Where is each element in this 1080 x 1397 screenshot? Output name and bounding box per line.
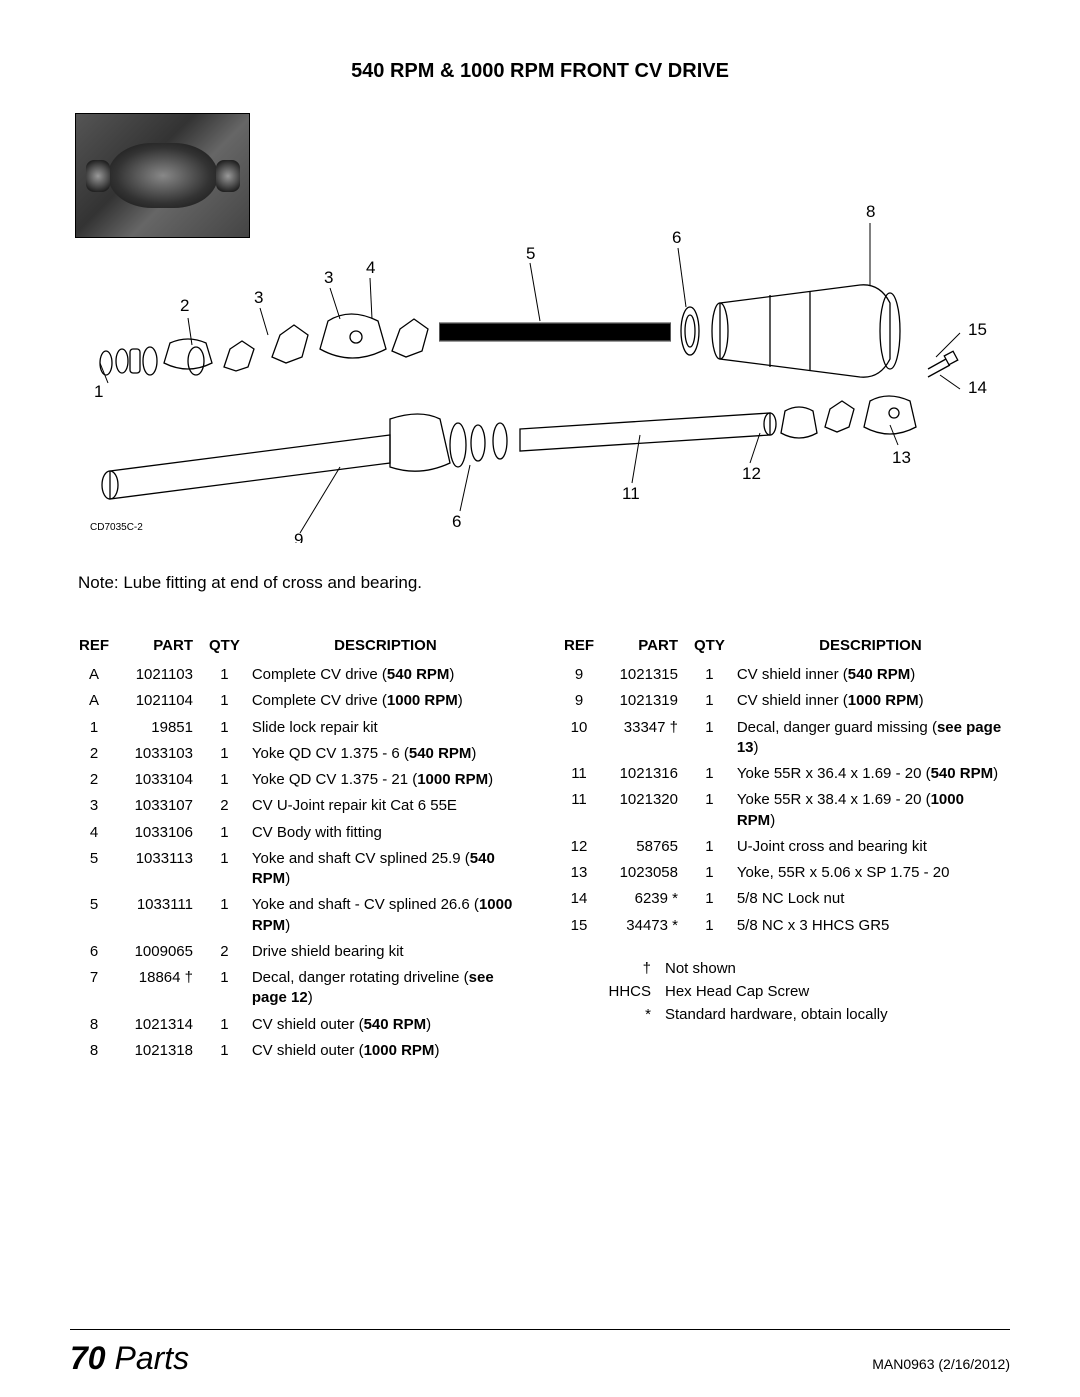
table-row: 510331111Yoke and shaft - CV splined 26.… [70, 892, 525, 939]
hdr-part: PART [118, 633, 203, 662]
hdr-qty-r: QTY [688, 633, 731, 662]
legend: †Not shownHHCSHex Head Cap Screw*Standar… [555, 957, 1010, 1026]
table-row: 310331072CV U-Joint repair kit Cat 6 55E [70, 793, 525, 819]
exploded-diagram: 1 2 3 3 4 5 6 6 8 9 11 12 13 14 15 CD703… [70, 113, 1010, 543]
table-row: A10211041Complete CV drive (1000 RPM) [70, 688, 525, 714]
table-row: 1110213201Yoke 55R x 38.4 x 1.69 - 20 (1… [555, 787, 1010, 834]
table-row: 910213191CV shield inner (1000 RPM) [555, 688, 1010, 714]
legend-row: HHCSHex Head Cap Screw [555, 980, 1010, 1003]
callout-3a: 3 [254, 288, 263, 307]
parts-table-left: REF PART QTY DESCRIPTION A10211031Comple… [70, 633, 525, 1064]
diagram-svg: 1 2 3 3 4 5 6 6 8 9 11 12 13 14 15 [70, 113, 1010, 543]
page: 540 RPM & 1000 RPM FRONT CV DRIVE [0, 0, 1080, 1397]
callout-15: 15 [968, 320, 987, 339]
table-row: 810213141CV shield outer (540 RPM) [70, 1012, 525, 1038]
page-number: 70 [70, 1340, 106, 1376]
section-name: Parts [114, 1340, 189, 1376]
callout-12: 12 [742, 464, 761, 483]
note-text: Note: Lube fitting at end of cross and b… [78, 573, 1010, 593]
hdr-qty: QTY [203, 633, 246, 662]
table-row: 146239 *15/8 NC Lock nut [555, 886, 1010, 912]
table-row: 810213181CV shield outer (1000 RPM) [70, 1038, 525, 1064]
callout-11: 11 [622, 484, 640, 503]
hdr-desc: DESCRIPTION [246, 633, 525, 662]
callout-5: 5 [526, 244, 535, 263]
footer-doc-id: MAN0963 (2/16/2012) [872, 1356, 1010, 1372]
footer-left: 70 Parts [70, 1340, 189, 1377]
table-row: 610090652Drive shield bearing kit [70, 939, 525, 965]
parts-table-right: REF PART QTY DESCRIPTION 910213151CV shi… [555, 633, 1010, 1064]
page-title: 540 RPM & 1000 RPM FRONT CV DRIVE [70, 60, 1010, 83]
table-row: 1198511Slide lock repair kit [70, 715, 525, 741]
callout-9: 9 [294, 530, 303, 543]
callout-6a: 6 [672, 228, 681, 247]
parts-tables: REF PART QTY DESCRIPTION A10211031Comple… [70, 633, 1010, 1064]
table-row: 1310230581Yoke, 55R x 5.06 x SP 1.75 - 2… [555, 860, 1010, 886]
table-row: 410331061CV Body with fitting [70, 820, 525, 846]
legend-row: *Standard hardware, obtain locally [555, 1003, 1010, 1026]
table-row: A10211031Complete CV drive (540 RPM) [70, 662, 525, 688]
page-footer: 70 Parts MAN0963 (2/16/2012) [70, 1329, 1010, 1377]
callout-2: 2 [180, 296, 189, 315]
table-row: 510331131Yoke and shaft CV splined 25.9 … [70, 846, 525, 893]
table-row: 1110213161Yoke 55R x 36.4 x 1.69 - 20 (5… [555, 761, 1010, 787]
diagram-code: CD7035C-2 [90, 522, 143, 533]
hdr-ref: REF [70, 633, 118, 662]
callout-13: 13 [892, 448, 911, 467]
table-row: 210331041Yoke QD CV 1.375 - 21 (1000 RPM… [70, 767, 525, 793]
legend-row: †Not shown [555, 957, 1010, 980]
callout-1: 1 [94, 382, 103, 401]
table-row: 1033347 †1Decal, danger guard missing (s… [555, 715, 1010, 762]
hdr-part-r: PART [603, 633, 688, 662]
callout-6b: 6 [452, 512, 461, 531]
callout-14: 14 [968, 378, 987, 397]
callout-8: 8 [866, 202, 875, 221]
table-row: 12587651U-Joint cross and bearing kit [555, 834, 1010, 860]
footer-rule [70, 1329, 1010, 1330]
table-row: 718864 †1Decal, danger rotating drivelin… [70, 965, 525, 1012]
hdr-ref-r: REF [555, 633, 603, 662]
table-row: 1534473 *15/8 NC x 3 HHCS GR5 [555, 913, 1010, 939]
table-row: 210331031Yoke QD CV 1.375 - 6 (540 RPM) [70, 741, 525, 767]
callout-3b: 3 [324, 268, 333, 287]
hdr-desc-r: DESCRIPTION [731, 633, 1010, 662]
table-row: 910213151CV shield inner (540 RPM) [555, 662, 1010, 688]
callout-4: 4 [366, 258, 375, 277]
